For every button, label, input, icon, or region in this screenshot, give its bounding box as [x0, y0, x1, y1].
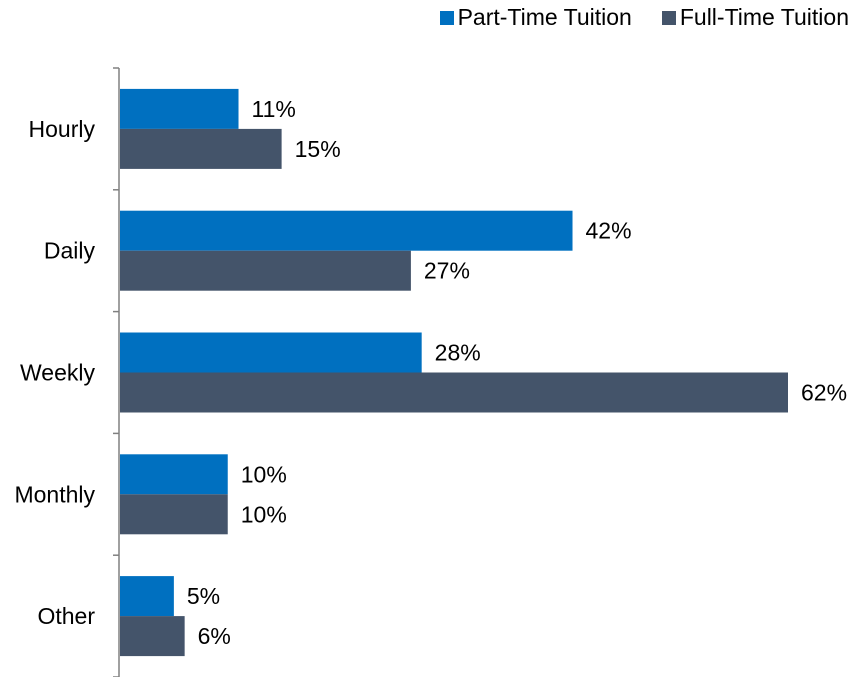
bar-part-time-daily — [120, 210, 573, 251]
category-label-hourly: Hourly — [29, 116, 96, 142]
data-label-part-time-weekly: 28% — [435, 340, 481, 366]
bar-part-time-other — [120, 576, 174, 617]
legend-item-part-time: Part-Time Tuition — [439, 4, 632, 31]
data-label-part-time-daily: 42% — [586, 218, 632, 244]
data-label-part-time-monthly: 10% — [241, 461, 287, 487]
bar-part-time-monthly — [120, 454, 228, 495]
category-label-monthly: Monthly — [14, 481, 95, 507]
data-label-full-time-other: 6% — [198, 623, 231, 649]
data-label-full-time-monthly: 10% — [241, 501, 287, 527]
legend-item-full-time: Full-Time Tuition — [661, 4, 849, 31]
legend-label-part-time: Part-Time Tuition — [457, 4, 632, 30]
legend-swatch-full-time — [661, 10, 676, 25]
bar-full-time-other — [120, 616, 185, 657]
data-label-full-time-hourly: 15% — [295, 136, 341, 162]
bar-full-time-weekly — [120, 372, 788, 413]
chart-legend: Part-Time Tuition Full-Time Tuition — [439, 4, 849, 31]
labels-group: Hourly 11% 15% Daily 42% 27% Weekly 28% 62% Month… — [14, 96, 847, 649]
data-label-part-time-other: 5% — [187, 583, 220, 609]
category-axis — [113, 67, 120, 677]
legend-swatch-part-time — [439, 10, 454, 25]
data-label-full-time-weekly: 62% — [801, 380, 847, 406]
bar-full-time-hourly — [120, 128, 282, 169]
bar-part-time-weekly — [120, 332, 422, 373]
category-label-other: Other — [37, 603, 95, 629]
category-label-daily: Daily — [44, 238, 96, 264]
data-label-part-time-hourly: 11% — [252, 96, 296, 122]
category-label-weekly: Weekly — [20, 360, 95, 386]
legend-label-full-time: Full-Time Tuition — [679, 4, 849, 30]
bar-full-time-monthly — [120, 494, 228, 535]
bar-part-time-hourly — [120, 88, 239, 129]
bar-full-time-daily — [120, 250, 411, 291]
bars-group — [120, 88, 788, 657]
data-label-full-time-daily: 27% — [424, 258, 470, 284]
